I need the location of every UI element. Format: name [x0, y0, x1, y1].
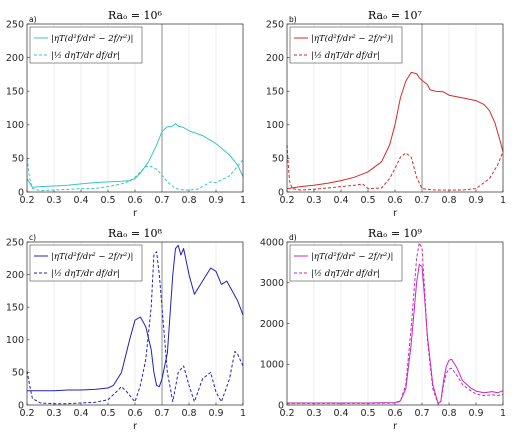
- y-tick-label: 0: [18, 187, 24, 198]
- y-tick-label: 250: [6, 237, 24, 248]
- axes-frame: [26, 241, 244, 406]
- x-tick-label: 0.7: [414, 195, 429, 206]
- legend-box: [29, 244, 143, 282]
- x-tick-label: 0.2: [279, 408, 294, 419]
- x-tick-label: 0.4: [73, 195, 88, 206]
- series-line-gradient: [26, 251, 244, 405]
- panel-title: Raₒ = 10⁸: [108, 227, 163, 240]
- x-tick-label: 0.2: [19, 195, 34, 206]
- y-tick-label: 250: [6, 19, 24, 30]
- legend-box: [289, 26, 403, 64]
- y-tick-label: 50: [12, 368, 24, 379]
- y-tick-label: 1000: [260, 360, 284, 371]
- x-tick-label: 0.9: [208, 195, 223, 206]
- chart-panel-2: 0.2 0.3 0.4 0.5 0.6 0.7 0.8 0.9 1 0 50 100 150 200 250…: [266, 9, 506, 219]
- y-tick-label: 200: [6, 270, 24, 281]
- x-tick-label: 0.5: [360, 195, 375, 206]
- panel-label: c): [29, 233, 36, 242]
- x-axis-label: r: [393, 421, 398, 432]
- x-axis-label: r: [393, 208, 398, 219]
- axes-frame: [286, 241, 504, 406]
- x-tick-label: 0.4: [333, 195, 348, 206]
- x-tick-label: 1: [500, 195, 506, 206]
- legend-entry: |ηT(d²f/dr² − 2f/r²)|: [311, 251, 393, 262]
- legend-entry: |½ dηT/dr df/dr|: [51, 268, 120, 279]
- series-line-gradient: [287, 242, 504, 405]
- x-tick-label: 0.9: [468, 408, 483, 419]
- x-tick-label: 1: [240, 408, 246, 419]
- x-tick-label: 0.9: [208, 408, 223, 419]
- x-axis-label: r: [133, 421, 138, 432]
- x-tick-label: 0.3: [306, 195, 321, 206]
- y-tick-label: 0: [278, 187, 284, 198]
- x-tick-label: 0.2: [279, 195, 294, 206]
- series-line-stress: [27, 244, 244, 392]
- x-tick-label: 0.3: [306, 408, 321, 419]
- x-tick-label: 0.3: [46, 408, 61, 419]
- x-tick-label: 0.8: [441, 408, 456, 419]
- panel-title: Raₒ = 10⁶: [108, 9, 163, 22]
- x-tick-label: 0.5: [100, 195, 115, 206]
- y-tick-label: 0: [278, 400, 284, 411]
- x-tick-label: 0.6: [127, 408, 142, 419]
- panel-label: d): [289, 233, 297, 242]
- legend-entry: |ηT(d²f/dr² − 2f/r²)|: [51, 33, 133, 44]
- y-tick-label: 50: [272, 154, 284, 165]
- x-tick-label: 0.4: [73, 408, 88, 419]
- series-line-stress: [286, 71, 504, 190]
- y-tick-label: 50: [12, 154, 24, 165]
- x-tick-label: 0.4: [333, 408, 348, 419]
- y-tick-label: 200: [266, 53, 284, 64]
- legend-entry: |½ dηT/dr df/dr|: [51, 50, 120, 61]
- legend-box: [29, 26, 143, 64]
- x-tick-label: 0.5: [360, 408, 375, 419]
- x-tick-label: 0.3: [46, 195, 61, 206]
- chart-panel-4: 0.2 0.3 0.4 0.5 0.6 0.7 0.8 0.9 1 0 1000 2000 3000 40…: [260, 227, 506, 432]
- y-tick-label: 100: [266, 120, 284, 131]
- y-tick-label: 2000: [260, 319, 284, 330]
- y-tick-label: 0: [18, 400, 24, 411]
- x-tick-label: 0.8: [181, 408, 196, 419]
- panel-title: Raₒ = 10⁹: [368, 227, 423, 240]
- x-tick-label: 1: [500, 408, 506, 419]
- x-tick-label: 0.6: [387, 195, 402, 206]
- legend-entry: |½ dηT/dr df/dr|: [311, 50, 380, 61]
- y-tick-label: 150: [6, 303, 24, 314]
- y-tick-label: 150: [6, 87, 24, 98]
- legend-entry: |ηT(d²f/dr² − 2f/r²)|: [311, 33, 393, 44]
- axes-frame: [26, 23, 244, 193]
- y-tick-label: 200: [6, 53, 24, 64]
- legend-entry: |ηT(d²f/dr² − 2f/r²)|: [51, 251, 133, 262]
- y-tick-label: 100: [6, 335, 24, 346]
- panel-label: b): [289, 15, 297, 24]
- panel-label: a): [29, 15, 37, 24]
- chart-panel-1: 0.2 0.3 0.4 0.5 0.6 0.7 0.8 0.9 1 0 50 100 150 200 250…: [6, 9, 246, 219]
- panel-title: Raₒ = 10⁷: [368, 9, 423, 22]
- axes-frame: [286, 23, 504, 193]
- x-tick-label: 0.7: [154, 408, 169, 419]
- series-line-stress: [26, 123, 244, 188]
- x-tick-label: 0.9: [468, 195, 483, 206]
- x-tick-label: 0.6: [387, 408, 402, 419]
- y-tick-label: 4000: [260, 237, 284, 248]
- y-tick-label: 3000: [260, 278, 284, 289]
- x-tick-label: 0.6: [127, 195, 142, 206]
- x-axis-label: r: [133, 208, 138, 219]
- y-tick-label: 150: [266, 87, 284, 98]
- legend-entry: |½ dηT/dr df/dr|: [311, 268, 380, 279]
- x-tick-label: 0.8: [441, 195, 456, 206]
- x-tick-label: 1: [240, 195, 246, 206]
- x-tick-label: 0.2: [19, 408, 34, 419]
- y-tick-label: 250: [266, 19, 284, 30]
- legend-box: [289, 244, 403, 282]
- series-line-gradient: [286, 144, 504, 191]
- series-line-gradient: [26, 158, 244, 192]
- x-tick-label: 0.5: [100, 408, 115, 419]
- chart-panel-3: 0.2 0.3 0.4 0.5 0.6 0.7 0.8 0.9 1 0 50 100 150 200 250…: [6, 227, 246, 432]
- x-tick-label: 0.7: [154, 195, 169, 206]
- x-tick-label: 0.7: [414, 408, 429, 419]
- y-tick-label: 100: [6, 120, 24, 131]
- x-tick-label: 0.8: [181, 195, 196, 206]
